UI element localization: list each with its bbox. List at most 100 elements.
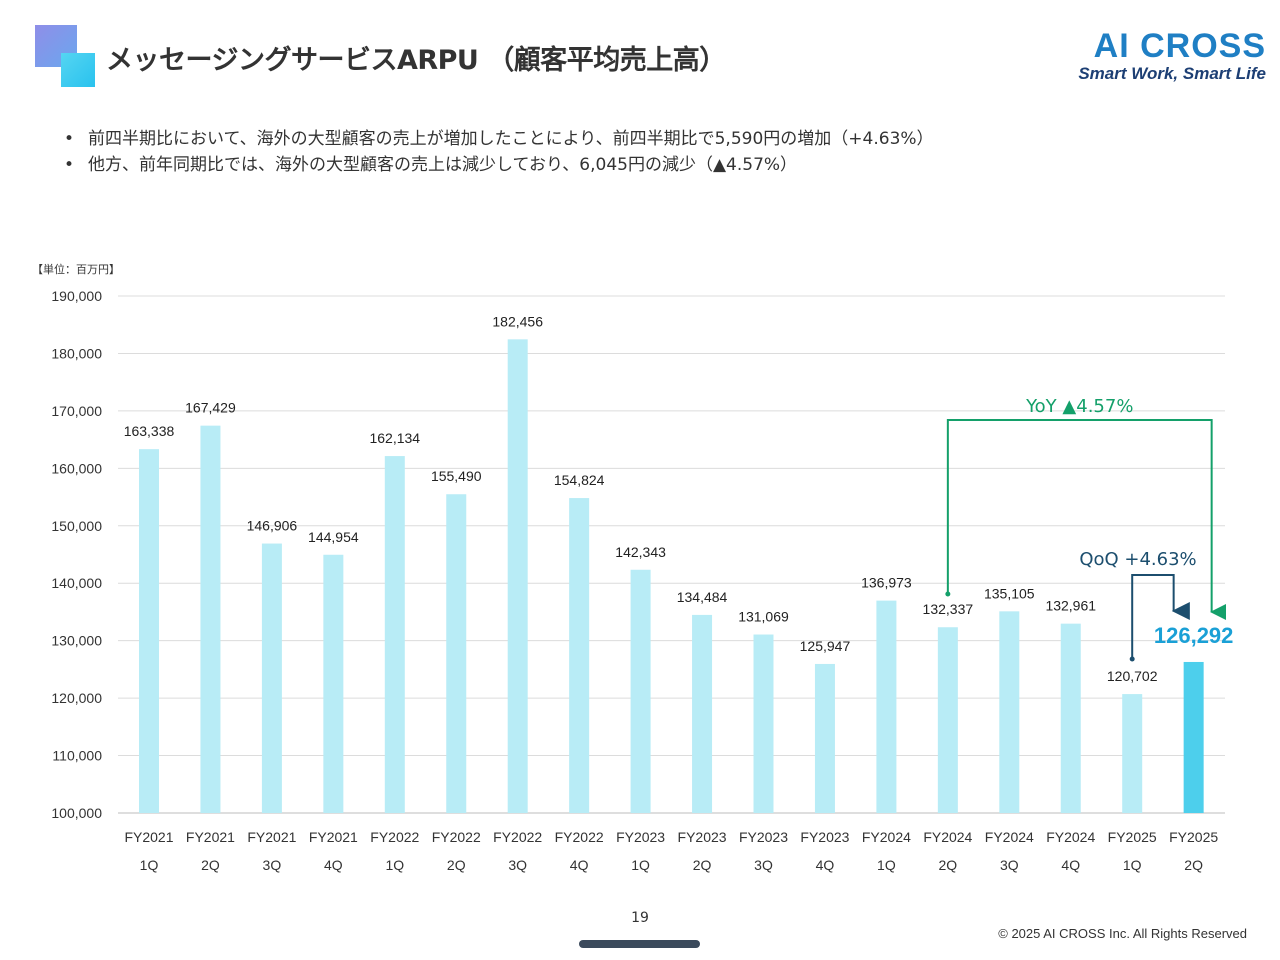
x-tick-quarter: 4Q xyxy=(1061,857,1080,873)
bar xyxy=(507,339,528,813)
yoy-label: YoY ▲4.57% xyxy=(1025,396,1133,417)
bar-value-label: 134,484 xyxy=(677,589,728,605)
qoq-bracket xyxy=(1131,574,1190,659)
bar-value-label: 132,961 xyxy=(1045,598,1096,614)
bar-value-label: 144,954 xyxy=(308,529,359,545)
x-tick-quarter: 1Q xyxy=(385,857,404,873)
x-tick-quarter: 1Q xyxy=(1123,857,1142,873)
bar xyxy=(200,425,221,813)
x-tick-year: FY2023 xyxy=(739,829,788,845)
x-tick-quarter: 2Q xyxy=(1184,857,1203,873)
brand-tagline: Smart Work, Smart Life xyxy=(1078,64,1266,83)
bar xyxy=(937,627,958,813)
x-tick-year: FY2025 xyxy=(1108,829,1157,845)
bar-value-label: 125,947 xyxy=(800,638,851,654)
y-tick-label: 170,000 xyxy=(51,403,102,419)
y-tick-label: 130,000 xyxy=(51,633,102,649)
bar-value-label: 163,338 xyxy=(124,423,175,439)
bar xyxy=(569,498,590,813)
x-tick-year: FY2021 xyxy=(247,829,296,845)
x-tick-year: FY2024 xyxy=(1046,829,1095,845)
grid-lines xyxy=(118,295,1225,814)
bar-value-label: 142,343 xyxy=(615,544,666,560)
bar-value-label: 154,824 xyxy=(554,472,605,488)
x-tick-year: FY2024 xyxy=(923,829,972,845)
x-tick-quarter: 3Q xyxy=(754,857,773,873)
y-tick-label: 160,000 xyxy=(51,460,102,476)
bar xyxy=(814,663,835,813)
x-tick-quarter: 3Q xyxy=(508,857,527,873)
yoy-bracket xyxy=(946,419,1227,620)
x-tick-year: FY2023 xyxy=(678,829,727,845)
x-tick-quarter: 2Q xyxy=(693,857,712,873)
y-tick-label: 100,000 xyxy=(51,805,102,821)
page-indicator-bar xyxy=(579,940,700,948)
brand-logo: AI CROSS Smart Work, Smart Life xyxy=(1078,28,1266,84)
x-tick-year: FY2024 xyxy=(862,829,911,845)
y-tick-label: 190,000 xyxy=(51,288,102,304)
x-tick-year: FY2025 xyxy=(1169,829,1218,845)
bar-value-label: 135,105 xyxy=(984,585,1035,601)
arpu-bar-chart: 100,000 110,000 120,000 130,000 140,000 150,0… xyxy=(51,288,1234,873)
bar xyxy=(876,600,897,813)
bullet-yoy: 他方、前年同期比では、海外の大型顧客の売上は減少しており、6,045円の減少（▲… xyxy=(64,152,934,178)
highlight-value-label: 126,292 xyxy=(1154,623,1234,648)
bar xyxy=(1183,661,1204,813)
brand-name: AI CROSS xyxy=(1093,27,1266,65)
qoq-label: QoQ +4.63% xyxy=(1079,549,1196,570)
bar-value-label: 132,337 xyxy=(923,601,974,617)
x-tick-year: FY2024 xyxy=(985,829,1034,845)
bar-value-label: 167,429 xyxy=(185,400,236,416)
x-tick-quarter: 4Q xyxy=(816,857,835,873)
bar xyxy=(1060,623,1081,813)
bar-value-label: 131,069 xyxy=(738,609,789,625)
x-tick-quarter: 1Q xyxy=(631,857,650,873)
x-tick-quarter: 4Q xyxy=(570,857,589,873)
bars xyxy=(139,339,1204,813)
x-tick-year: FY2022 xyxy=(555,829,604,845)
bullet-qoq: 前四半期比において、海外の大型顧客の売上が増加したことにより、前四半期比で5,5… xyxy=(64,126,934,152)
x-tick-quarter: 2Q xyxy=(447,857,466,873)
unit-label: 【単位：百万円】 xyxy=(32,263,120,276)
bar xyxy=(446,494,467,813)
bar xyxy=(753,634,774,813)
x-axis-ticks: FY2021 1Q FY2021 2Q FY2021 3Q FY2021 4Q FY2022 1Q… xyxy=(124,829,1218,873)
bar-value-labels: 163,338 167,429 146,906 144,954 162,134 155,4… xyxy=(124,313,1234,684)
bar xyxy=(999,611,1020,813)
x-tick-year: FY2021 xyxy=(309,829,358,845)
bar xyxy=(384,456,405,813)
bar-value-label: 162,134 xyxy=(369,430,420,446)
page-number: 19 xyxy=(631,910,649,926)
x-tick-year: FY2021 xyxy=(124,829,173,845)
y-tick-label: 150,000 xyxy=(51,518,102,534)
summary-bullets: 前四半期比において、海外の大型顧客の売上が増加したことにより、前四半期比で5,5… xyxy=(64,126,934,178)
y-axis-ticks: 100,000 110,000 120,000 130,000 140,000 150,0… xyxy=(51,288,102,821)
x-tick-year: FY2022 xyxy=(493,829,542,845)
bar-value-label: 182,456 xyxy=(492,313,543,329)
page-title: メッセージングサービスARPU （顧客平均売上高） xyxy=(106,45,726,76)
x-tick-year: FY2022 xyxy=(370,829,419,845)
bar-value-label: 155,490 xyxy=(431,468,482,484)
bar xyxy=(692,614,713,813)
logo-square-front xyxy=(61,53,95,87)
bar xyxy=(139,449,159,813)
x-tick-year: FY2022 xyxy=(432,829,481,845)
x-tick-year: FY2023 xyxy=(616,829,665,845)
x-tick-quarter: 2Q xyxy=(939,857,958,873)
y-tick-label: 120,000 xyxy=(51,690,102,706)
bar-value-label: 146,906 xyxy=(247,518,298,534)
x-tick-quarter: 2Q xyxy=(201,857,220,873)
bar xyxy=(630,569,651,813)
title-logo-squares xyxy=(35,25,97,87)
bar-value-label: 120,702 xyxy=(1107,668,1158,684)
y-tick-label: 140,000 xyxy=(51,575,102,591)
bar xyxy=(261,543,282,813)
copyright: © 2025 AI CROSS Inc. All Rights Reserved xyxy=(998,926,1247,941)
x-tick-quarter: 4Q xyxy=(324,857,343,873)
bar xyxy=(1122,694,1143,813)
x-tick-quarter: 1Q xyxy=(140,857,159,873)
annotations: YoY ▲4.57% QoQ +4.63% xyxy=(945,396,1227,662)
y-tick-label: 180,000 xyxy=(51,345,102,361)
x-tick-quarter: 3Q xyxy=(263,857,282,873)
bar-value-label: 136,973 xyxy=(861,575,912,591)
